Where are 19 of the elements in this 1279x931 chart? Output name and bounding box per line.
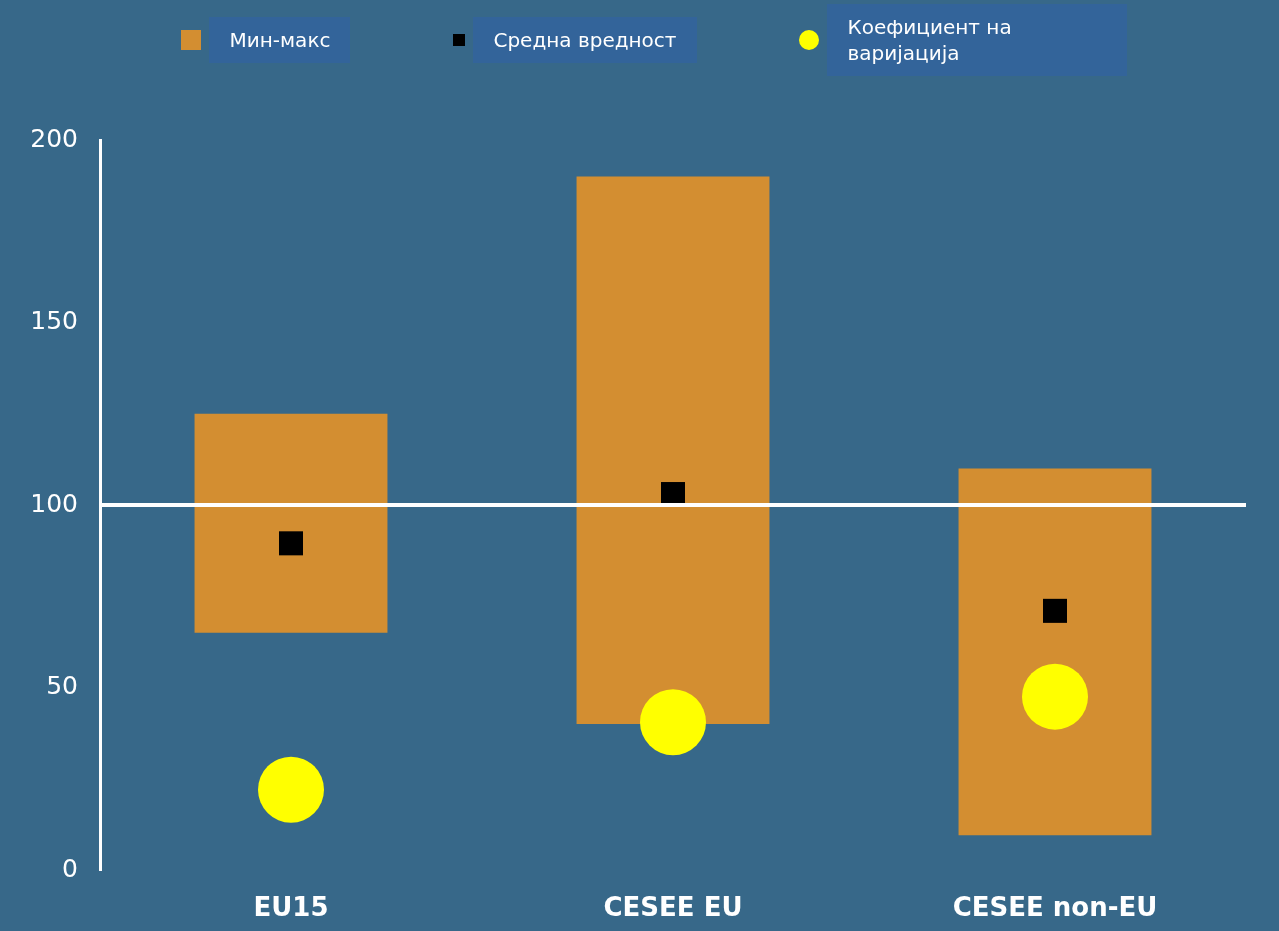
x-tick-label: CESEE non-EU [952, 892, 1158, 923]
point [278, 531, 304, 556]
point [1042, 598, 1068, 623]
x-tick-label: EU15 [253, 892, 329, 923]
legend-label: Мин-макс [209, 17, 351, 63]
legend-label: Коефициент на варијација [827, 4, 1128, 76]
bar [958, 468, 1152, 836]
bar [194, 413, 388, 633]
x-tick-label: CESEE EU [603, 892, 743, 923]
y-tick-label: 150 [30, 306, 78, 335]
legend-label: Средна вредност [473, 17, 697, 63]
point [640, 689, 706, 756]
y-tick-label: 50 [46, 671, 78, 700]
y-tick-label: 0 [62, 853, 78, 883]
point [258, 756, 324, 823]
point [1022, 663, 1088, 730]
y-tick-label: 100 [30, 488, 78, 518]
bar [576, 176, 770, 724]
y-tick-label: 200 [30, 123, 78, 153]
